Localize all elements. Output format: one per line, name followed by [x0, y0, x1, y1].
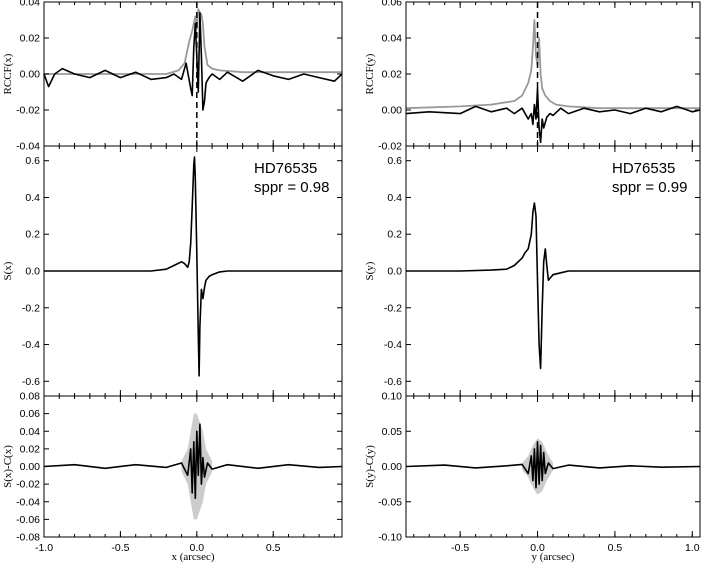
panel-1: -0.04 -0.02 0.00 0.02 0.04 RCCF(x) — [2, 0, 343, 153]
y-tick-label: -0.2 — [384, 302, 402, 314]
panel-6: -0.10 -0.05 0.00 0.05 0.10 -0.5 0.0 0.5 1.0 S(y)-… — [364, 391, 701, 563]
y-tick-label: -0.02 — [378, 141, 402, 153]
star-name-annotation: HD76535 — [254, 160, 317, 177]
y-tick-label: -0.2 — [22, 302, 40, 314]
y-tick-label: 0.06 — [382, 0, 403, 9]
y-axis-label: S(x) — [2, 261, 14, 280]
y-tick-label: -0.6 — [384, 376, 402, 388]
y-tick-label: -0.10 — [378, 532, 402, 544]
x-tick-label: -0.5 — [451, 542, 469, 554]
x-tick-label: 0.0 — [530, 542, 545, 554]
x-tick-label: 0.5 — [266, 542, 281, 554]
x-tick-label: 1.0 — [685, 542, 700, 554]
y-tick-label: -0.05 — [378, 496, 402, 508]
panel-4: -0.02 0.00 0.02 0.04 0.06 RCCF(y) — [364, 0, 701, 153]
y-axis-label: S(y) — [364, 261, 376, 280]
y-tick-label: 0.08 — [20, 391, 41, 403]
y-tick-label: 0.02 — [20, 443, 41, 455]
series-line-1 — [406, 202, 700, 370]
y-axis-label: S(x)-C(x) — [2, 445, 14, 488]
y-tick-label: 0.00 — [382, 461, 403, 473]
y-tick-label: 0.0 — [25, 266, 40, 278]
y-tick-label: 0.00 — [20, 461, 41, 473]
y-tick-label: -0.02 — [16, 105, 40, 117]
uncertainty-band — [522, 438, 553, 495]
y-tick-label: -0.4 — [384, 339, 402, 351]
panel-5: -0.6 -0.4 -0.2 0.0 0.2 0.4 0.6 S(y) HD76535 sppr … — [364, 145, 701, 397]
sppr-annotation: sppr = 0.98 — [254, 179, 329, 196]
series-line-1 — [405, 19, 700, 110]
x-tick-label: 0.5 — [608, 542, 623, 554]
series-line-2 — [405, 87, 701, 144]
y-tick-label: -0.08 — [16, 532, 40, 544]
y-tick-label: 0.2 — [387, 229, 402, 241]
y-tick-label: 0.4 — [25, 192, 40, 204]
y-tick-label: 0.00 — [382, 105, 403, 117]
y-tick-label: -0.04 — [16, 496, 40, 508]
y-tick-label: 0.04 — [20, 0, 41, 9]
y-tick-label: 0.02 — [382, 69, 403, 81]
y-tick-label: -0.6 — [22, 376, 40, 388]
panel-3: -0.08 -0.06 -0.04 -0.02 0.00 0.02 0.04 0.06 0.08… — [2, 391, 343, 563]
y-tick-label: -0.02 — [16, 479, 40, 491]
y-axis-label: RCCF(y) — [364, 53, 376, 94]
y-tick-label: 0.04 — [382, 33, 403, 45]
series-line-1 — [44, 156, 342, 377]
sppr-annotation: sppr = 0.99 — [612, 179, 687, 196]
y-tick-label: 0.00 — [20, 69, 41, 81]
series-line-1 — [405, 441, 701, 489]
series-line-1 — [44, 8, 342, 75]
y-tick-label: 0.2 — [25, 229, 40, 241]
plot-frame — [405, 1, 701, 147]
star-name-annotation: HD76535 — [612, 160, 675, 177]
y-tick-label: -0.06 — [16, 514, 40, 526]
y-axis-label: RCCF(x) — [2, 53, 14, 94]
y-tick-label: 0.06 — [20, 408, 41, 420]
y-tick-label: 0.05 — [382, 426, 403, 438]
y-tick-label: 0.0 — [387, 266, 402, 278]
y-tick-label: 0.6 — [25, 155, 40, 167]
y-tick-label: 0.4 — [387, 192, 402, 204]
y-tick-label: 0.6 — [387, 155, 402, 167]
x-axis-label: y (arcsec) — [531, 551, 574, 563]
x-tick-label: 0.0 — [190, 542, 205, 554]
y-axis-label: S(y)-C(y) — [364, 445, 376, 488]
y-tick-label: 0.10 — [382, 391, 403, 403]
y-tick-label: -0.4 — [22, 339, 40, 351]
x-tick-label: -1.0 — [35, 542, 53, 554]
panel-2: -0.6 -0.4 -0.2 0.0 0.2 0.4 0.6 S(x) HD76535 sppr … — [2, 145, 343, 397]
y-tick-label: -0.04 — [16, 141, 40, 153]
series-line-1 — [43, 423, 343, 499]
x-axis-label: x (arcsec) — [171, 551, 214, 563]
y-tick-label: 0.02 — [20, 33, 41, 45]
y-tick-label: 0.04 — [20, 426, 41, 438]
x-tick-label: -0.5 — [111, 542, 129, 554]
